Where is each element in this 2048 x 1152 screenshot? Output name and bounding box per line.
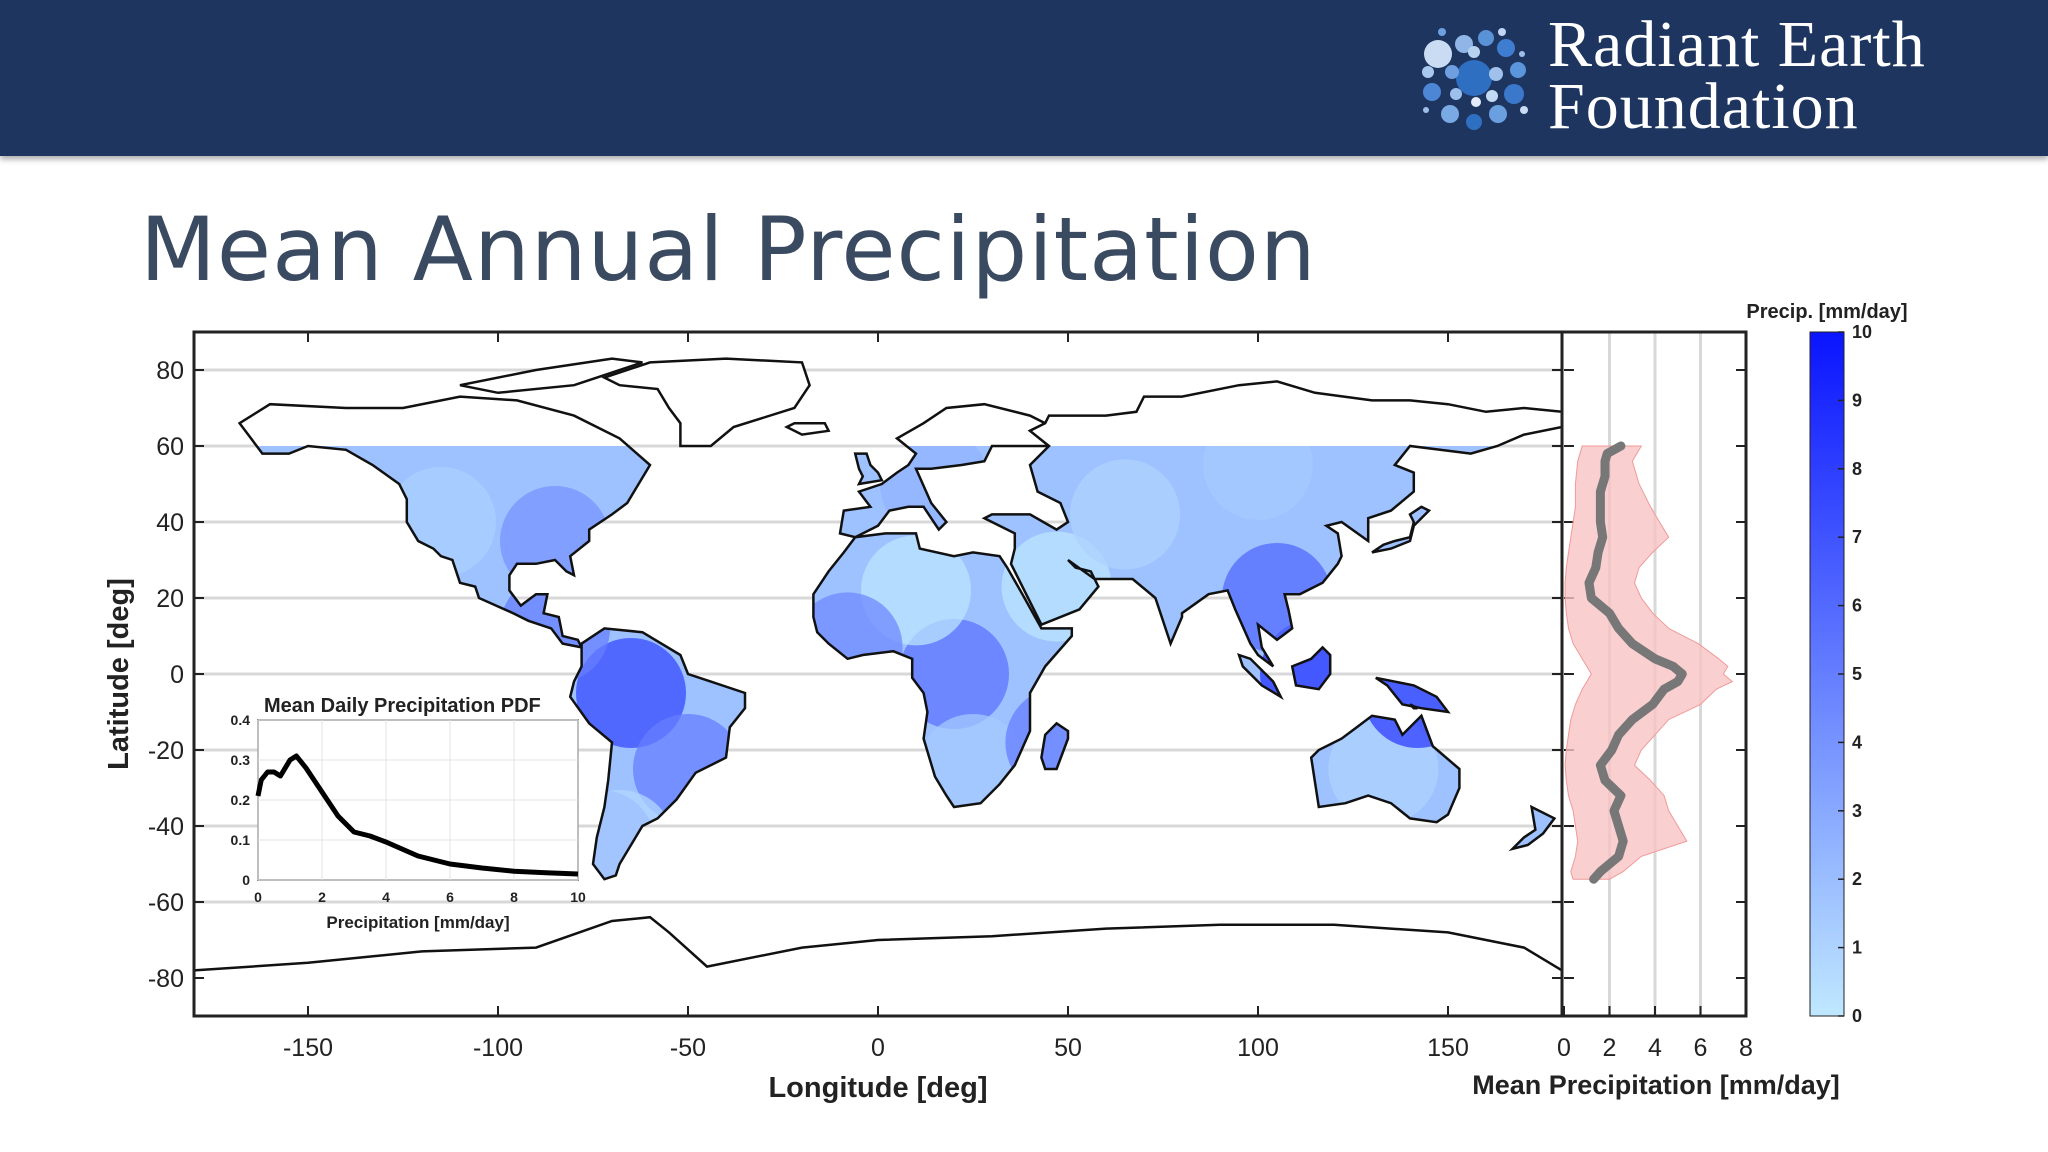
org-name-line2: Foundation	[1548, 70, 1859, 143]
precip-region	[1070, 459, 1180, 570]
zonal-frame	[1560, 330, 1748, 1018]
coastline	[1309, 713, 1461, 824]
map-x-tick-label: 150	[1427, 1034, 1469, 1062]
coastline	[1371, 505, 1432, 554]
pdf-series-line	[255, 753, 579, 877]
pdf-ticks: 0 2 4 6 8 10 0 0.1 0.2 0.3 0.4	[231, 712, 586, 905]
zonal-x-tick-label: 6	[1694, 1034, 1708, 1062]
colorbar-tick-label: 7	[1852, 527, 1862, 547]
zonal-x-tick-label: 0	[1557, 1034, 1571, 1062]
coastline	[1375, 676, 1451, 714]
precip-region	[1292, 647, 1331, 690]
pdf-y-tick-label: 0.3	[231, 752, 251, 768]
pdf-x-tick-label: 0	[254, 889, 262, 905]
coastline	[812, 532, 1074, 809]
map-x-tick-label: -100	[473, 1034, 523, 1062]
pdf-x-tick-label: 2	[318, 889, 326, 905]
colorbar-title: Precip. [mm/day]	[1746, 301, 1907, 323]
slide-title: Mean Annual Precipitation	[140, 198, 1317, 301]
map-y-tick-label: -40	[148, 813, 184, 841]
coastline	[784, 421, 831, 436]
precip-region	[1375, 677, 1448, 712]
zonal-x-tick-label: 4	[1648, 1034, 1662, 1062]
coastline	[1409, 703, 1419, 710]
dot-cluster-logo-icon	[1422, 28, 1528, 130]
zonal-spread-band	[1564, 445, 1734, 880]
map-x-axis-label: Longitude [deg]	[768, 1072, 987, 1104]
map-y-tick-label: 0	[170, 661, 184, 689]
colorbar: 0 1 2 3 4 5 6 7 8 9 10 Precip. [mm/day]	[1746, 301, 1907, 1026]
coastline	[459, 357, 643, 395]
zonal-mean-panel: 0 2 4 6 8 Mean Precipitation [mm/day]	[1472, 330, 1840, 1100]
map-x-tick-label: 0	[871, 1034, 885, 1062]
zonal-x-tick-label: 8	[1739, 1034, 1753, 1062]
colorbar-tick-label: 4	[1852, 732, 1862, 752]
zonal-x-ticks: 0 2 4 6 8	[1557, 1006, 1753, 1062]
colorbar-tick-label: 0	[1852, 1006, 1862, 1026]
pdf-x-axis-label: Precipitation [mm/day]	[326, 913, 509, 932]
map-y-tick-label: 20	[156, 585, 184, 613]
map-y-tick-label: 80	[156, 357, 184, 385]
map-x-ticks: -150 -100 -50 0 50 100 150	[283, 332, 1469, 1062]
map-y-tick-label: -20	[148, 737, 184, 765]
map-x-tick-label: 100	[1237, 1034, 1279, 1062]
coastline	[237, 395, 652, 650]
coastline	[853, 452, 884, 486]
colorbar-tick-label: 10	[1852, 322, 1872, 342]
coastline	[568, 627, 747, 881]
coastline	[601, 357, 811, 448]
map-x-tick-label: -50	[670, 1034, 706, 1062]
pdf-inset-chart: 0 2 4 6 8 10 0 0.1 0.2 0.3 0.4 Mean Daily Precipit…	[231, 695, 586, 932]
pdf-inset-title: Mean Daily Precipitation PDF	[264, 695, 541, 717]
zonal-mean-line	[1584, 441, 1687, 884]
precip-region	[1041, 723, 1068, 769]
coastline	[194, 915, 1562, 1016]
pdf-x-tick-label: 10	[570, 889, 586, 905]
colorbar-ticks: 0 1 2 3 4 5 6 7 8 9 10	[1838, 322, 1872, 1026]
colorbar-tick-label: 3	[1852, 801, 1862, 821]
colorbar-tick-label: 9	[1852, 390, 1862, 410]
pdf-x-tick-label: 4	[382, 889, 390, 905]
map-y-tick-label: 60	[156, 433, 184, 461]
pdf-y-tick-label: 0.4	[231, 712, 251, 728]
coastline	[1040, 721, 1070, 771]
coastline	[1290, 645, 1332, 691]
pdf-y-tick-label: 0	[242, 872, 250, 888]
map-x-tick-label: 50	[1054, 1034, 1082, 1062]
map-x-tick-label: -150	[283, 1034, 333, 1062]
pdf-x-tick-label: 6	[446, 889, 454, 905]
precip-region	[576, 638, 686, 748]
org-name-line1: Radiant Earth	[1548, 8, 1926, 81]
zonal-x-axis-label: Mean Precipitation [mm/day]	[1472, 1070, 1840, 1100]
coastline	[981, 380, 1562, 668]
map-y-axis-label: Latitude [deg]	[103, 578, 135, 770]
coastline	[1508, 804, 1557, 852]
colorbar-tick-label: 2	[1852, 869, 1862, 889]
map-y-tick-label: 40	[156, 509, 184, 537]
pdf-y-tick-label: 0.1	[231, 832, 251, 848]
zonal-x-tick-label: 2	[1603, 1034, 1617, 1062]
slide-header: Radiant Earth Foundation	[0, 0, 2048, 156]
pdf-gridlines	[257, 719, 579, 881]
map-y-tick-label: -60	[148, 889, 184, 917]
colorbar-tick-label: 6	[1852, 596, 1862, 616]
map-y-tick-label: -80	[148, 965, 184, 993]
pdf-y-tick-label: 0.2	[231, 792, 251, 808]
pdf-x-tick-label: 8	[510, 889, 518, 905]
colorbar-tick-label: 1	[1852, 938, 1862, 958]
colorbar-tick-label: 8	[1852, 459, 1862, 479]
colorbar-tick-label: 5	[1852, 664, 1862, 684]
coastline	[1237, 653, 1284, 701]
